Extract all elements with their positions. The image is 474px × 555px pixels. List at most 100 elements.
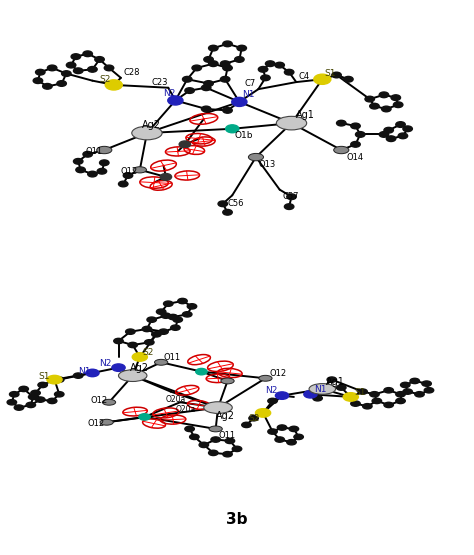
- Circle shape: [95, 57, 104, 62]
- Circle shape: [156, 309, 166, 314]
- Circle shape: [372, 398, 382, 403]
- Circle shape: [401, 382, 410, 387]
- Text: O20a: O20a: [175, 405, 196, 414]
- Text: N1: N1: [78, 367, 91, 376]
- Circle shape: [384, 402, 393, 407]
- Ellipse shape: [209, 426, 222, 432]
- Circle shape: [139, 413, 150, 420]
- Text: O14: O14: [346, 153, 363, 162]
- Circle shape: [123, 173, 133, 178]
- Circle shape: [182, 312, 192, 317]
- Circle shape: [185, 88, 194, 93]
- Circle shape: [159, 329, 168, 334]
- Text: C28: C28: [123, 68, 140, 77]
- Circle shape: [178, 299, 187, 304]
- Ellipse shape: [133, 166, 146, 173]
- Circle shape: [415, 392, 424, 397]
- Circle shape: [83, 152, 92, 157]
- Circle shape: [199, 442, 209, 447]
- Circle shape: [57, 80, 66, 87]
- Circle shape: [396, 122, 405, 128]
- Circle shape: [379, 132, 389, 137]
- Circle shape: [128, 342, 137, 347]
- Circle shape: [152, 332, 161, 337]
- Circle shape: [379, 92, 389, 98]
- Circle shape: [223, 452, 232, 457]
- Circle shape: [268, 398, 277, 403]
- Circle shape: [403, 389, 412, 394]
- Circle shape: [232, 97, 247, 107]
- Circle shape: [232, 446, 242, 452]
- Circle shape: [255, 408, 271, 417]
- Circle shape: [196, 369, 207, 375]
- Circle shape: [220, 77, 230, 82]
- Circle shape: [304, 391, 317, 398]
- Circle shape: [73, 373, 83, 379]
- Circle shape: [284, 69, 294, 75]
- Circle shape: [223, 41, 232, 47]
- Circle shape: [47, 65, 57, 70]
- Circle shape: [410, 379, 419, 384]
- Text: S2: S2: [142, 347, 154, 357]
- Circle shape: [211, 437, 220, 442]
- Text: O12: O12: [121, 166, 138, 176]
- Ellipse shape: [118, 370, 147, 381]
- Circle shape: [209, 46, 218, 51]
- Circle shape: [38, 382, 47, 387]
- Circle shape: [268, 429, 277, 434]
- Circle shape: [337, 120, 346, 126]
- Circle shape: [47, 398, 57, 403]
- Circle shape: [209, 450, 218, 456]
- Circle shape: [356, 132, 365, 137]
- Circle shape: [351, 401, 360, 406]
- Circle shape: [386, 136, 396, 142]
- Text: O12: O12: [88, 419, 105, 428]
- Text: C4: C4: [299, 72, 310, 81]
- Circle shape: [28, 394, 38, 400]
- Ellipse shape: [276, 117, 307, 130]
- Circle shape: [275, 392, 289, 400]
- Circle shape: [43, 83, 52, 89]
- Circle shape: [220, 61, 230, 67]
- Text: O12: O12: [90, 396, 107, 406]
- Text: Ag1: Ag1: [296, 110, 315, 120]
- Circle shape: [396, 392, 405, 397]
- Circle shape: [55, 392, 64, 397]
- Circle shape: [164, 301, 173, 306]
- Circle shape: [391, 95, 401, 100]
- Ellipse shape: [309, 384, 336, 394]
- Ellipse shape: [97, 147, 112, 154]
- Circle shape: [126, 329, 135, 334]
- Circle shape: [88, 67, 97, 72]
- Circle shape: [223, 209, 232, 215]
- Text: C56: C56: [228, 199, 244, 208]
- Circle shape: [7, 400, 17, 405]
- Ellipse shape: [259, 375, 272, 381]
- Text: 3b: 3b: [226, 512, 248, 527]
- Circle shape: [226, 125, 239, 133]
- Circle shape: [36, 397, 45, 402]
- Ellipse shape: [102, 400, 116, 405]
- Circle shape: [370, 392, 379, 397]
- Circle shape: [398, 133, 408, 139]
- Text: S2: S2: [100, 75, 111, 84]
- Circle shape: [173, 317, 182, 322]
- Circle shape: [289, 426, 299, 432]
- Text: N2: N2: [265, 386, 278, 395]
- Circle shape: [393, 102, 403, 108]
- Circle shape: [83, 51, 92, 57]
- Circle shape: [275, 62, 284, 68]
- Circle shape: [223, 108, 232, 113]
- Circle shape: [201, 106, 211, 112]
- Text: O11: O11: [85, 147, 102, 156]
- Text: N2: N2: [164, 89, 176, 98]
- Text: S1: S1: [325, 69, 336, 78]
- Circle shape: [179, 141, 191, 148]
- Circle shape: [294, 434, 303, 440]
- Circle shape: [66, 62, 76, 68]
- Circle shape: [384, 128, 393, 133]
- Text: O1b: O1b: [235, 132, 253, 140]
- Circle shape: [358, 389, 367, 394]
- Ellipse shape: [155, 360, 168, 365]
- Circle shape: [249, 416, 258, 421]
